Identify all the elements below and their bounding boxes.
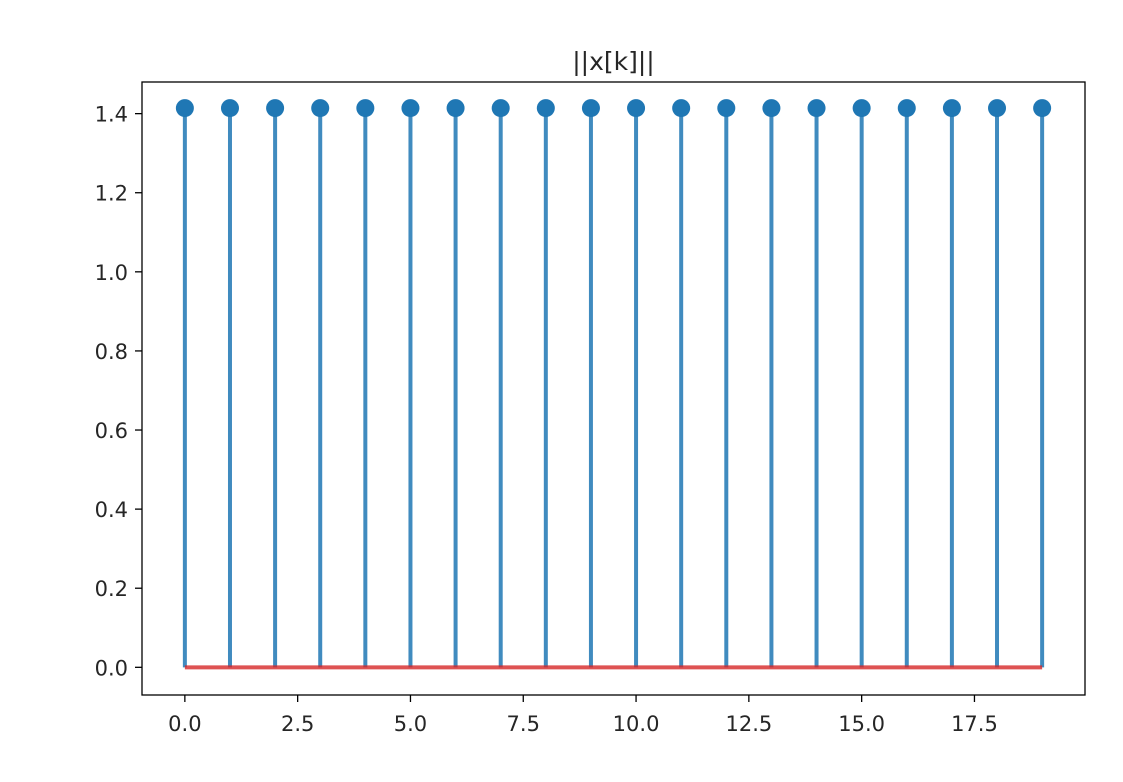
x-tick-label: 17.5 xyxy=(951,712,998,736)
stem-marker xyxy=(988,99,1007,118)
x-tick-label: 0.0 xyxy=(168,712,201,736)
x-tick-label: 7.5 xyxy=(507,712,540,736)
y-tick-label: 0.2 xyxy=(95,577,128,601)
y-tick-label: 1.0 xyxy=(95,261,128,285)
stem-marker xyxy=(491,99,510,118)
stem-marker xyxy=(536,99,555,118)
y-tick-label: 0.4 xyxy=(95,498,128,522)
markers-layer xyxy=(175,99,1052,118)
stem-marker xyxy=(762,99,781,118)
x-axis-ticks: 0.0 2.5 5.0 7.5 10.0 12.5 15.0 17.5 xyxy=(168,695,998,736)
stem-marker xyxy=(311,99,330,118)
y-tick-label: 0.8 xyxy=(95,340,128,364)
plot-frame xyxy=(141,81,1086,696)
stem-marker xyxy=(356,99,375,118)
y-tick-label: 1.2 xyxy=(95,182,128,206)
stem-marker xyxy=(446,99,465,118)
x-tick-label: 12.5 xyxy=(725,712,772,736)
x-tick-label: 5.0 xyxy=(394,712,427,736)
stem-marker xyxy=(1033,99,1052,118)
y-axis-ticks: 0.0 0.2 0.4 0.6 0.8 1.0 1.2 1.4 xyxy=(95,103,142,680)
stem-marker xyxy=(175,99,194,118)
stem-marker xyxy=(220,99,239,118)
stem-marker xyxy=(942,99,961,118)
y-tick-label: 0.0 xyxy=(95,656,128,680)
stem-marker xyxy=(897,99,916,118)
stem-marker xyxy=(627,99,646,118)
stem-marker xyxy=(581,99,600,118)
stem-marker xyxy=(401,99,420,118)
x-tick-label: 10.0 xyxy=(613,712,660,736)
chart-title: ||x[k]|| xyxy=(572,47,654,76)
stem-marker xyxy=(717,99,736,118)
stem-marker xyxy=(852,99,871,118)
y-tick-label: 1.4 xyxy=(95,103,128,127)
stem-marker xyxy=(807,99,826,118)
x-tick-label: 2.5 xyxy=(281,712,314,736)
x-tick-label: 15.0 xyxy=(838,712,885,736)
stem-marker xyxy=(266,99,285,118)
y-tick-label: 0.6 xyxy=(95,419,128,443)
plot-background xyxy=(142,82,1085,695)
stem-marker xyxy=(672,99,691,118)
stems-layer xyxy=(182,108,1045,670)
